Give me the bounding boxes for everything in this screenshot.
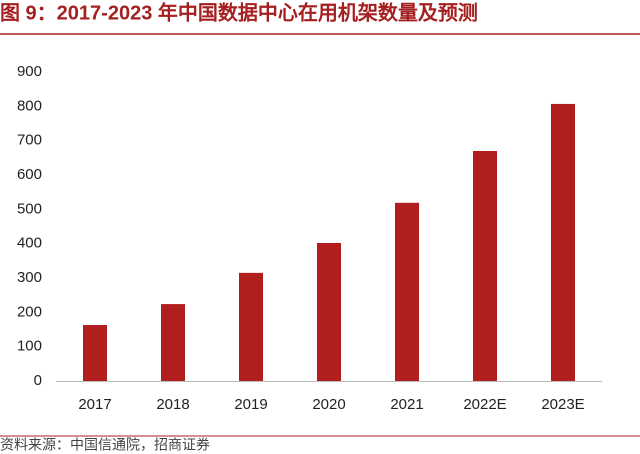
bar: [83, 325, 107, 381]
y-tick-label: 800: [17, 97, 42, 114]
x-tick-label: 2020: [312, 396, 345, 413]
bar: [161, 304, 185, 381]
x-tick-label: 2017: [78, 396, 111, 413]
source-note: 资料来源：中国信通院，招商证券: [0, 437, 210, 453]
y-tick-label: 700: [17, 132, 42, 149]
y-tick-label: 0: [34, 372, 42, 389]
bar: [239, 272, 263, 381]
y-tick-label: 900: [17, 63, 42, 80]
x-tick-label: 2023E: [541, 396, 584, 413]
y-tick-label: 300: [17, 269, 42, 286]
y-tick-label: 100: [17, 338, 42, 355]
bar: [473, 150, 497, 381]
bar: [551, 103, 575, 382]
y-tick-label: 400: [17, 235, 42, 252]
y-tick-label: 200: [17, 303, 42, 320]
bar: [395, 202, 419, 381]
y-tick-label: 500: [17, 200, 42, 217]
bar: [317, 242, 341, 381]
x-tick-label: 2021: [390, 396, 423, 413]
x-tick-label: 2022E: [463, 396, 506, 413]
chart-title: 图 9：2017-2023 年中国数据中心在用机架数量及预测: [0, 0, 478, 24]
x-tick-label: 2018: [156, 396, 189, 413]
y-tick-label: 600: [17, 166, 42, 183]
x-tick-label: 2019: [234, 396, 267, 413]
